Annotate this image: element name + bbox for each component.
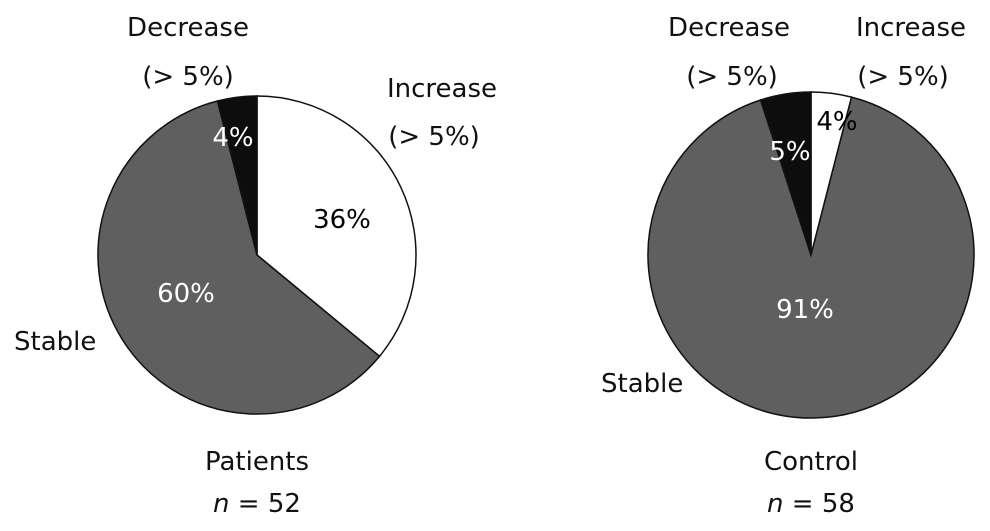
patients-slice-decrease (216, 95, 258, 256)
control-n-count: n = 58 (767, 489, 855, 519)
patients-slice-stable (97, 100, 381, 415)
patients-n-symbol: n (213, 489, 229, 519)
control-chart: 4% 91% 5% Decrease (> 5%) Increase (> 5%… (601, 13, 975, 519)
patients-pie (97, 95, 417, 415)
patients-increase-sublabel: (> 5%) (388, 122, 480, 152)
control-decrease-label: Decrease (668, 13, 790, 43)
control-slice-decrease-pct: 5% (769, 137, 810, 167)
patients-increase-label: Increase (387, 74, 497, 104)
patients-slice-increase-pct: 36% (313, 205, 371, 235)
patients-n-count: n = 52 (213, 489, 301, 519)
control-decrease-sublabel: (> 5%) (686, 62, 778, 92)
control-slice-stable (647, 96, 975, 419)
patients-slice-increase (256, 95, 417, 358)
control-slice-increase-pct: 4% (816, 107, 857, 137)
patients-decrease-sublabel: (> 5%) (142, 62, 234, 92)
patients-n-value: = 52 (238, 489, 301, 519)
control-n-symbol: n (767, 489, 783, 519)
patients-decrease-label: Decrease (127, 13, 249, 43)
patients-title: Patients (205, 447, 309, 477)
control-n-value: = 58 (792, 489, 855, 519)
patients-slice-decrease-pct: 4% (212, 123, 253, 153)
control-slice-decrease (759, 91, 812, 256)
control-title: Control (764, 447, 858, 477)
patients-slice-stable-pct: 60% (157, 279, 215, 309)
control-increase-sublabel: (> 5%) (857, 62, 949, 92)
control-stable-label: Stable (601, 369, 683, 399)
patients-chart: 36% 60% 4% Decrease (> 5%) Increase (> 5… (14, 13, 497, 519)
control-pie (647, 91, 975, 419)
control-increase-label: Increase (856, 13, 966, 43)
control-slice-stable-pct: 91% (776, 295, 834, 325)
patients-stable-label: Stable (14, 327, 96, 357)
